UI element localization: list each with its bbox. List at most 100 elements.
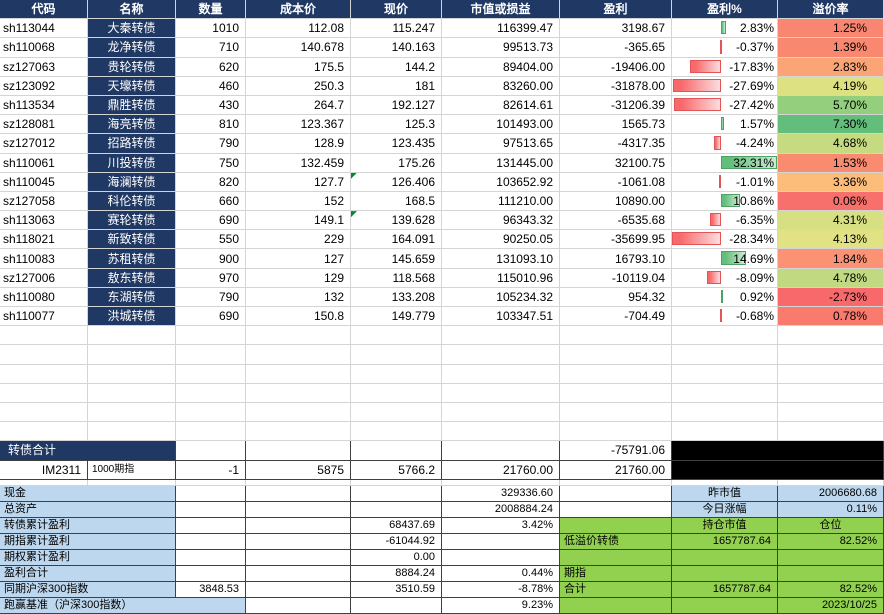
qty-cell[interactable]: 460 bbox=[176, 76, 246, 96]
future-row-cell[interactable]: 5875 bbox=[246, 460, 351, 480]
column-header[interactable]: 现价 bbox=[351, 0, 442, 20]
summary-cell[interactable]: 同期沪深300指数 bbox=[0, 581, 176, 598]
summary-cell[interactable] bbox=[442, 533, 560, 550]
name-cell[interactable]: 贵轮转债 bbox=[88, 57, 176, 77]
empty-cell[interactable] bbox=[442, 422, 560, 442]
summary-cell[interactable]: 低溢价转债 bbox=[560, 533, 672, 550]
profit-pct-cell[interactable]: -6.35% bbox=[672, 211, 778, 231]
summary-cell[interactable]: 3.42% bbox=[442, 517, 560, 534]
qty-cell[interactable]: 620 bbox=[176, 57, 246, 77]
value-cell[interactable]: 103347.51 bbox=[442, 307, 560, 327]
summary-cell[interactable] bbox=[246, 485, 351, 502]
code-cell[interactable]: sh110068 bbox=[0, 38, 88, 58]
empty-cell[interactable] bbox=[672, 383, 778, 403]
empty-cell[interactable] bbox=[88, 364, 176, 384]
summary-cell[interactable]: 期指累计盈利 bbox=[0, 533, 176, 550]
profit-cell[interactable]: 10890.00 bbox=[560, 191, 672, 212]
spacer-row-cell[interactable] bbox=[0, 479, 88, 486]
qty-cell[interactable]: 750 bbox=[176, 153, 246, 173]
cost-cell[interactable]: 149.1 bbox=[246, 211, 351, 231]
cost-cell[interactable]: 129 bbox=[246, 268, 351, 288]
empty-cell[interactable] bbox=[778, 326, 884, 346]
profit-pct-cell[interactable]: 2.83% bbox=[672, 19, 778, 39]
summary-cell[interactable]: 转债累计盈利 bbox=[0, 517, 176, 534]
qty-cell[interactable]: 690 bbox=[176, 211, 246, 231]
empty-cell[interactable] bbox=[246, 326, 351, 346]
qty-cell[interactable]: 550 bbox=[176, 230, 246, 250]
empty-cell[interactable] bbox=[88, 345, 176, 365]
column-header[interactable]: 溢价率 bbox=[778, 0, 884, 20]
summary-cell[interactable]: 68437.69 bbox=[351, 517, 442, 534]
value-cell[interactable]: 83260.00 bbox=[442, 76, 560, 96]
summary-cell[interactable]: 跑赢基准（沪深300指数） bbox=[0, 597, 246, 614]
cost-cell[interactable]: 132.459 bbox=[246, 153, 351, 173]
profit-cell[interactable]: -31878.00 bbox=[560, 76, 672, 96]
empty-cell[interactable] bbox=[351, 345, 442, 365]
spacer-row-cell[interactable] bbox=[560, 479, 672, 486]
summary-cell[interactable]: 1657787.64 bbox=[672, 533, 778, 550]
value-cell[interactable]: 82614.61 bbox=[442, 95, 560, 116]
premium-cell[interactable]: 1.39% bbox=[778, 38, 884, 58]
summary-cell[interactable] bbox=[246, 597, 351, 614]
price-cell[interactable]: 192.127 bbox=[351, 95, 442, 116]
summary-cell[interactable]: 0.11% bbox=[778, 501, 884, 518]
empty-cell[interactable] bbox=[88, 402, 176, 423]
spacer-row-cell[interactable] bbox=[672, 479, 778, 486]
total-row-cell[interactable] bbox=[351, 441, 442, 461]
qty-cell[interactable]: 900 bbox=[176, 249, 246, 269]
empty-cell[interactable] bbox=[778, 383, 884, 403]
code-cell[interactable]: sz128081 bbox=[0, 115, 88, 135]
empty-cell[interactable] bbox=[176, 364, 246, 384]
value-cell[interactable]: 105234.32 bbox=[442, 287, 560, 307]
summary-cell[interactable]: -8.78% bbox=[442, 581, 560, 598]
total-row-cell[interactable] bbox=[442, 441, 560, 461]
cost-cell[interactable]: 152 bbox=[246, 191, 351, 212]
column-header[interactable]: 成本价 bbox=[246, 0, 351, 20]
profit-pct-cell[interactable]: -1.01% bbox=[672, 172, 778, 192]
profit-pct-cell[interactable]: 10.86% bbox=[672, 191, 778, 212]
cost-cell[interactable]: 127.7 bbox=[246, 172, 351, 192]
code-cell[interactable]: sh113063 bbox=[0, 211, 88, 231]
spacer-row-cell[interactable] bbox=[88, 479, 176, 486]
profit-pct-cell[interactable]: 0.92% bbox=[672, 287, 778, 307]
summary-cell[interactable] bbox=[442, 549, 560, 566]
column-header[interactable]: 盈利 bbox=[560, 0, 672, 20]
empty-cell[interactable] bbox=[560, 402, 672, 423]
empty-cell[interactable] bbox=[351, 402, 442, 423]
profit-cell[interactable]: -35699.95 bbox=[560, 230, 672, 250]
premium-cell[interactable]: 4.68% bbox=[778, 134, 884, 154]
premium-cell[interactable]: 2.83% bbox=[778, 57, 884, 77]
qty-cell[interactable]: 710 bbox=[176, 38, 246, 58]
price-cell[interactable]: 126.406 bbox=[351, 172, 442, 192]
premium-cell[interactable]: 1.25% bbox=[778, 19, 884, 39]
summary-cell[interactable]: 3848.53 bbox=[176, 581, 246, 598]
profit-cell[interactable]: -31206.39 bbox=[560, 95, 672, 116]
value-cell[interactable]: 111210.00 bbox=[442, 191, 560, 212]
empty-cell[interactable] bbox=[672, 402, 778, 423]
summary-cell[interactable]: 期权累计盈利 bbox=[0, 549, 176, 566]
value-cell[interactable]: 96343.32 bbox=[442, 211, 560, 231]
empty-cell[interactable] bbox=[560, 345, 672, 365]
total-row-cell[interactable]: -75791.06 bbox=[560, 441, 672, 461]
price-cell[interactable]: 125.3 bbox=[351, 115, 442, 135]
qty-cell[interactable]: 810 bbox=[176, 115, 246, 135]
qty-cell[interactable]: 1010 bbox=[176, 19, 246, 39]
summary-cell[interactable] bbox=[778, 565, 884, 582]
empty-cell[interactable] bbox=[672, 364, 778, 384]
cost-cell[interactable]: 140.678 bbox=[246, 38, 351, 58]
cost-cell[interactable]: 264.7 bbox=[246, 95, 351, 116]
summary-cell[interactable] bbox=[672, 597, 778, 614]
name-cell[interactable]: 龙净转债 bbox=[88, 38, 176, 58]
profit-cell[interactable]: -6535.68 bbox=[560, 211, 672, 231]
profit-pct-cell[interactable]: 32.31% bbox=[672, 153, 778, 173]
premium-cell[interactable]: 3.36% bbox=[778, 172, 884, 192]
qty-cell[interactable]: 790 bbox=[176, 134, 246, 154]
name-cell[interactable]: 川投转债 bbox=[88, 153, 176, 173]
cost-cell[interactable]: 127 bbox=[246, 249, 351, 269]
profit-pct-cell[interactable]: -27.42% bbox=[672, 95, 778, 116]
summary-cell[interactable]: 期指 bbox=[560, 565, 672, 582]
summary-cell[interactable]: 盈利合计 bbox=[0, 565, 176, 582]
code-cell[interactable]: sz127012 bbox=[0, 134, 88, 154]
price-cell[interactable]: 149.779 bbox=[351, 307, 442, 327]
premium-cell[interactable]: 4.31% bbox=[778, 211, 884, 231]
